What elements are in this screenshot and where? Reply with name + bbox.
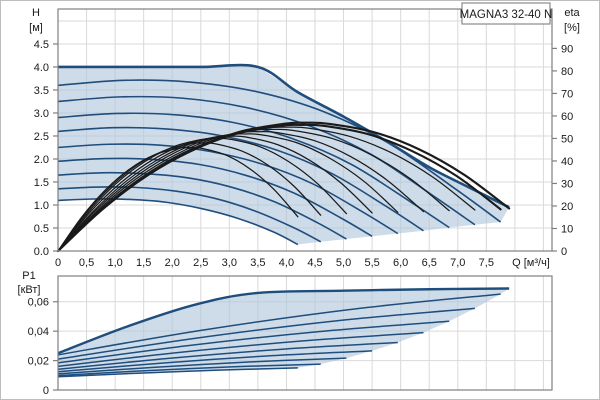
hq-curve-speed-3 bbox=[57, 171, 347, 240]
p1-curve-speed-4 bbox=[57, 350, 373, 373]
eta-tick-label: 10 bbox=[561, 223, 573, 235]
eta-tick-label: 20 bbox=[561, 201, 573, 213]
head-y-axis-unit: [м] bbox=[29, 22, 43, 34]
head-operating-envelope bbox=[58, 66, 510, 245]
eta-curve-speed-6 bbox=[57, 130, 425, 252]
p1-curve-speed-7 bbox=[57, 320, 450, 364]
eta-tick-label: 50 bbox=[561, 133, 573, 145]
h-tick-label: 0.0 bbox=[34, 246, 49, 258]
hq-curve-speed-4 bbox=[57, 157, 373, 237]
q-tick-label: 4,5 bbox=[307, 257, 322, 269]
generated-chart-layer: 4.5 4.0 3.5 3.0 2.5 2.0 1.5 1.0 0.5 0.0 90 80 70 60 50… bbox=[28, 8, 573, 397]
hq-curve-speed-2 bbox=[57, 186, 322, 243]
h-tick-label: 2.5 bbox=[34, 131, 49, 143]
p1-curve-speed-8 bbox=[57, 307, 475, 360]
title-box: MAGNA3 32-40 N bbox=[460, 2, 553, 25]
q-tick-label: 5,0 bbox=[336, 257, 351, 269]
eta-axis-unit: [%] bbox=[564, 22, 580, 34]
q-tick-label: 1,0 bbox=[107, 257, 122, 269]
eta-tick-label: 90 bbox=[561, 43, 573, 55]
pump-model-title: MAGNA3 32-40 N bbox=[460, 9, 553, 21]
h-tick-label: 1.5 bbox=[34, 177, 49, 189]
hq-curve-speed-6 bbox=[57, 126, 424, 232]
head-y-axis-title: H bbox=[32, 7, 40, 19]
q-tick-label: 0 bbox=[55, 257, 61, 269]
p1-curve-speed-2 bbox=[57, 363, 321, 377]
eta-curve-speed-7 bbox=[57, 128, 450, 252]
h-tick-label: 1.0 bbox=[34, 200, 49, 212]
h-tick-label: 4.5 bbox=[34, 39, 49, 51]
q-tick-label: 7,5 bbox=[479, 257, 494, 269]
q-tick-label: 2,5 bbox=[193, 257, 208, 269]
q-tick-label: 3,5 bbox=[250, 257, 265, 269]
q-tick-label: 2,0 bbox=[165, 257, 180, 269]
head-chart-frame bbox=[57, 8, 553, 252]
h-tick-label: 0.5 bbox=[34, 223, 49, 235]
q-tick-label: 6,0 bbox=[393, 257, 408, 269]
eta-axis-title: eta bbox=[564, 7, 580, 19]
eta-tick-label: 70 bbox=[561, 88, 573, 100]
p1-curve-speed-9 bbox=[57, 293, 501, 356]
q-tick-label: 1,5 bbox=[136, 257, 151, 269]
flow-axis-title: Q [м³/ч] bbox=[512, 257, 550, 269]
q-tick-label: 3,0 bbox=[222, 257, 237, 269]
h-tick-label: 4.0 bbox=[34, 62, 49, 74]
hq-curve-speed-9 bbox=[57, 79, 502, 223]
eta-curve-max bbox=[56, 121, 511, 253]
p1-curve-max bbox=[57, 287, 510, 355]
q-tick-label: 0,5 bbox=[79, 257, 94, 269]
p1-tick-label: 0,06 bbox=[28, 297, 49, 309]
hq-curve-max bbox=[58, 63, 510, 209]
p1-curve-speed-5 bbox=[57, 341, 398, 371]
eta-tick-label: 30 bbox=[561, 178, 573, 190]
h-tick-label: 2.0 bbox=[34, 154, 49, 166]
p1-tick-label: 0,02 bbox=[28, 356, 49, 368]
q-tick-label: 7,0 bbox=[450, 257, 465, 269]
h-tick-label: 3.5 bbox=[34, 85, 49, 97]
hq-curve-speed-5 bbox=[57, 143, 399, 235]
p1-curve-speed-6 bbox=[57, 331, 424, 368]
q-tick-label: 4,0 bbox=[279, 257, 294, 269]
p1-tick-label: 0 bbox=[43, 385, 49, 397]
q-tick-label: 5,5 bbox=[364, 257, 379, 269]
eta-tick-label: 40 bbox=[561, 156, 573, 168]
power-y-axis-unit: [кВт] bbox=[18, 284, 41, 296]
eta-tick-label: 0 bbox=[561, 246, 567, 258]
eta-tick-label: 60 bbox=[561, 111, 573, 123]
eta-tick-label: 80 bbox=[561, 66, 573, 78]
power-chart-frame bbox=[57, 275, 553, 391]
p1-curve-speed-1 bbox=[57, 367, 298, 378]
power-operating-envelope bbox=[58, 288, 510, 377]
p1-tick-label: 0,04 bbox=[28, 326, 49, 338]
power-y-axis-title: P1 bbox=[22, 270, 35, 282]
p1-curve-speed-3 bbox=[57, 357, 347, 375]
h-tick-label: 3.0 bbox=[34, 108, 49, 120]
title-box-frame bbox=[461, 2, 551, 25]
q-tick-label: 6,5 bbox=[422, 257, 437, 269]
